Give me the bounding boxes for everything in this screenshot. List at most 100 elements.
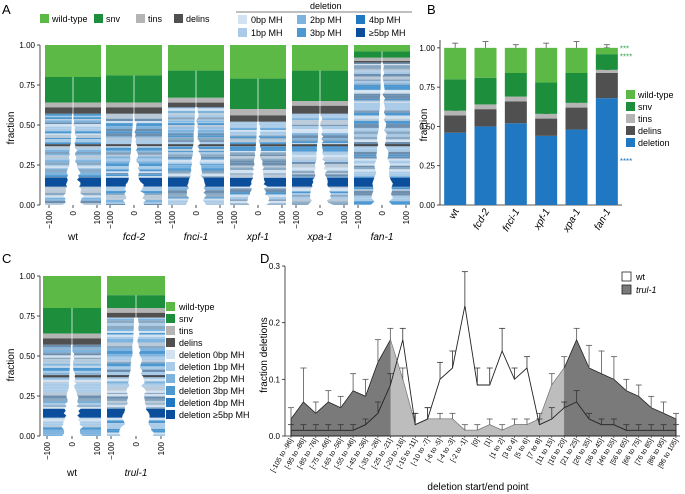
a-y-tick-label: 0.00 — [19, 201, 35, 210]
b-segment-delins — [565, 107, 588, 130]
d-y-tick-label: 0.1 — [269, 375, 281, 384]
a-condition-label: xpa-1 — [306, 232, 332, 243]
panel-letter-c: C — [2, 251, 11, 266]
d-legend-label-wt: wt — [635, 272, 645, 282]
c-y-tick-label: 0.50 — [19, 352, 35, 361]
b-legend-label-4: deletion — [638, 138, 670, 148]
b-segment-tins — [565, 102, 588, 108]
c-column-wt: −100 0 100 wt — [43, 276, 102, 479]
c-trul-1-deleted-region — [119, 317, 155, 436]
b-legend-swatch-4 — [626, 138, 635, 147]
a-x-tick-label: −100 — [230, 210, 239, 229]
b-segment-tins — [504, 96, 527, 102]
a-fcd-2-deleted-region — [123, 113, 146, 205]
panel-letter-a: A — [2, 2, 11, 17]
b-category-label: fnci-1 — [501, 207, 523, 234]
c-x-tick-label: 0 — [68, 441, 77, 446]
b-bar-xpa-1: xpa-1 — [561, 41, 588, 235]
c-x-tick-label: 100 — [93, 441, 102, 455]
b-segment-deletion — [444, 132, 467, 205]
d-x-tick-label: [1] — [483, 437, 493, 447]
c-legend-label-0: wild-type — [178, 302, 215, 312]
b-legend-label-0: wild-type — [637, 90, 674, 100]
b-segment-delins — [595, 73, 618, 99]
panel-d-xlabel: deletion start/end point — [427, 482, 528, 493]
legend-wild-type-label: wild-type — [51, 14, 88, 24]
a-column-fan-1: −100 0 100 fan-1 — [354, 45, 411, 243]
c-y-tick-label: 1.00 — [19, 272, 35, 281]
b-bar-fan-1: fan-1 — [593, 44, 618, 232]
b-segment-deletion — [535, 135, 558, 205]
c-legend-swatch-3 — [166, 338, 175, 347]
d-y-tick-label: 0.3 — [269, 262, 281, 271]
a-condition-label: fnci-1 — [184, 232, 208, 243]
legend-swatch-snv — [94, 14, 103, 23]
legend-5bp-label: ≥5bp MH — [369, 28, 405, 38]
c-column-trul-1: −100 0 100 trul-1 — [107, 276, 166, 479]
c-y-tick-label: 0.00 — [19, 432, 35, 441]
legend-swatch-4bp — [356, 15, 365, 24]
a-column-fnci-1: −100 0 100 fnci-1 — [168, 45, 225, 243]
a-xpa-1-deleted-region — [307, 113, 334, 205]
b-segment-deletion — [565, 129, 588, 205]
a-condition-label: fcd-2 — [123, 232, 146, 243]
b-y-tick-label: 0.00 — [419, 201, 435, 210]
b-category-label: xpa-1 — [561, 207, 584, 235]
legend-swatch-3bp — [297, 28, 306, 37]
b-category-label: fcd-2 — [471, 207, 492, 232]
a-x-tick-label: −100 — [292, 210, 301, 229]
b-legend-swatch-1 — [626, 102, 635, 111]
panel-d-chart: 0.00.10.20.3[-105 to -96][-95 to -86][-8… — [269, 262, 680, 474]
c-legend-swatch-6 — [166, 374, 175, 383]
a-y-tick-label: 1.00 — [19, 41, 35, 50]
a-x-tick-label: 100 — [278, 210, 287, 224]
a-xpa-1-wildtype-block — [292, 45, 348, 71]
a-x-tick-label: 0 — [69, 210, 78, 215]
b-segment-tins — [595, 69, 618, 73]
a-x-tick-label: 0 — [130, 210, 139, 215]
legend-swatch-delins — [174, 14, 183, 23]
c-x-tick-label: 100 — [157, 441, 166, 455]
legend-0bp-label: 0bp MH — [251, 15, 283, 25]
a-x-tick-label: 0 — [192, 210, 201, 215]
panel-b-legend: wild-type snv tins delins deletion — [626, 90, 674, 148]
c-legend-swatch-4 — [166, 350, 175, 359]
c-legend-label-3: delins — [179, 338, 203, 348]
b-segment-wild-type — [595, 47, 618, 55]
legend-swatch-wild-type — [40, 14, 49, 23]
panel-c: 0.00 0.25 0.50 0.75 1.00 −100 0 100 wt −100 0 100 tr… — [19, 272, 166, 479]
legend-swatch-1bp — [238, 28, 247, 37]
a-xpf-1-wildtype-block — [230, 45, 286, 79]
c-y-tick-label: 0.75 — [19, 312, 35, 321]
b-legend-label-1: snv — [638, 102, 653, 112]
c-legend-label-4: deletion 0bp MH — [179, 350, 245, 360]
legend-deletion-title: deletion — [310, 1, 342, 11]
a-x-tick-label: −100 — [45, 210, 54, 229]
c-legend-swatch-5 — [166, 362, 175, 371]
a-x-tick-label: 0 — [378, 210, 387, 215]
b-legend-swatch-2 — [626, 114, 635, 123]
a-y-tick-label: 0.25 — [19, 161, 35, 170]
b-segment-tins — [444, 110, 467, 116]
b-segment-delins — [504, 101, 527, 124]
d-y-tick-label: 0.0 — [269, 432, 281, 441]
c-y-tick-label: 0.25 — [19, 392, 35, 401]
c-condition-label: wt — [66, 468, 77, 479]
panel-b-ylabel: fraction — [419, 109, 430, 142]
a-x-tick-label: 0 — [254, 210, 263, 215]
c-legend-swatch-1 — [166, 314, 175, 323]
c-legend-label-7: deletion 3bp MH — [179, 386, 245, 396]
panel-b-chart: 0.00 0.25 0.50 0.75 1.00 wt fcd-2 fnci-1 xpf-1 xp… — [419, 40, 632, 235]
legend-1bp-label: 1bp MH — [251, 28, 283, 38]
legend-delins-label: delins — [186, 14, 210, 24]
a-condition-label: xpf-1 — [246, 232, 269, 243]
b-category-label: wt — [447, 207, 462, 222]
legend-swatch-2bp — [297, 15, 306, 24]
c-legend-label-9: deletion ≥5bp MH — [179, 410, 249, 420]
b-segment-wild-type — [504, 47, 527, 73]
a-x-tick-label: −100 — [168, 210, 177, 229]
panel-letter-d: D — [260, 251, 269, 266]
b-segment-snv — [595, 54, 618, 70]
b-bar-wt: wt — [444, 42, 467, 222]
c-legend-swatch-2 — [166, 326, 175, 335]
